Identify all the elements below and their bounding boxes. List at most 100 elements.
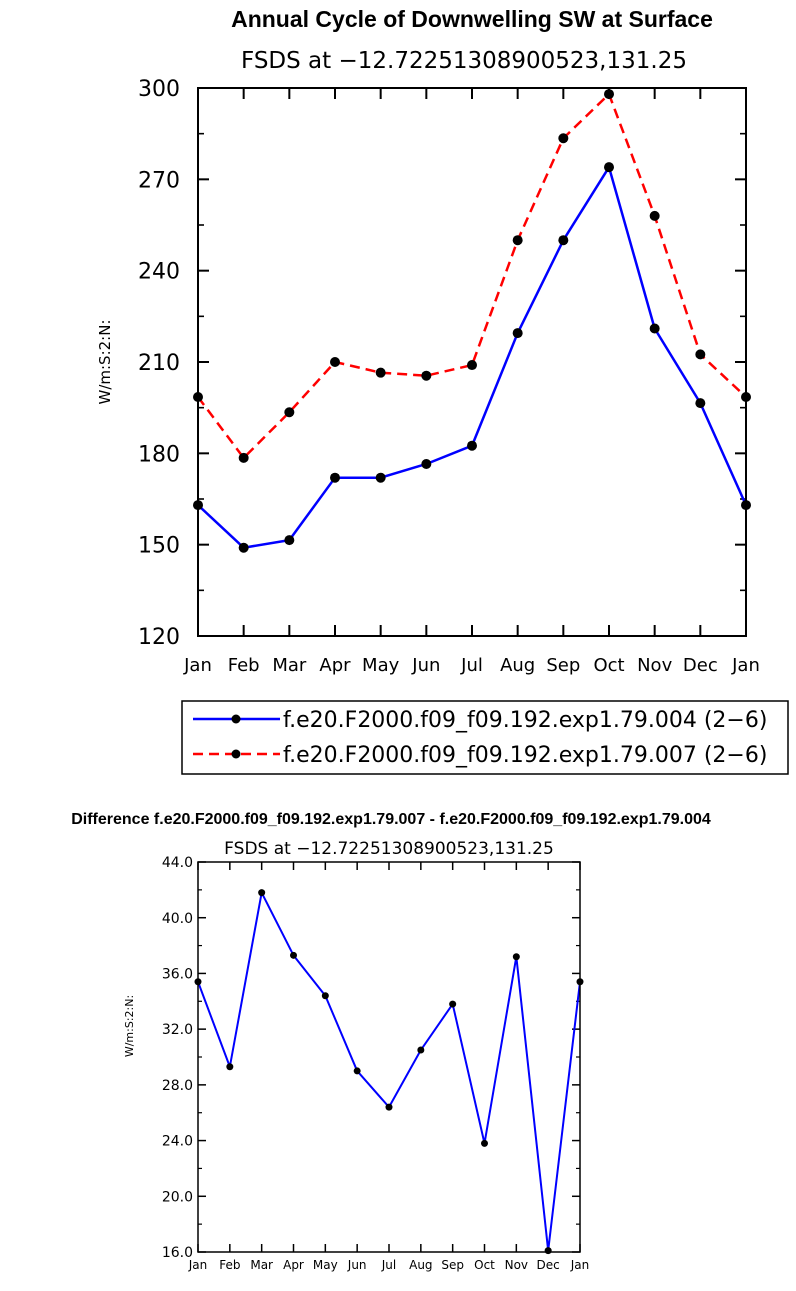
- legend-label-red: f.e20.F2000.f09_f09.192.exp1.79.007 (2−6…: [283, 743, 767, 768]
- chart1-x-tick-label: Apr: [319, 655, 351, 676]
- chart1-series-1-point: [695, 398, 706, 409]
- chart1-ylabel: W/m:S:2:N:: [96, 320, 114, 405]
- chart2-series-1-point: [544, 1247, 552, 1255]
- chart1-x-tick-label: Feb: [228, 655, 260, 676]
- chart1-series-1-point: [421, 458, 432, 469]
- chart1-series-2-point: [558, 133, 569, 144]
- chart2-x-tick-label: Jul: [381, 1258, 396, 1272]
- chart1-series-2-point: [421, 370, 432, 381]
- chart2-x-tick-label: Sep: [441, 1258, 464, 1272]
- chart2-series-1-point: [290, 951, 297, 959]
- chart1-x-tick-label: Nov: [637, 655, 672, 676]
- chart2-x-tick-label: Oct: [474, 1258, 495, 1272]
- chart1-series-1-point: [375, 472, 386, 483]
- chart2-y-tick-label: 44.0: [162, 855, 193, 871]
- chart2-x-tick-label: Jan: [188, 1258, 208, 1272]
- chart2-x-tick-label: Nov: [505, 1258, 528, 1272]
- chart1-x-tick-label: Jan: [731, 655, 760, 676]
- chart1-series-1-point: [284, 535, 295, 546]
- chart1-x-tick-label: Jan: [183, 655, 212, 676]
- chart1-legend: f.e20.F2000.f09_f09.192.exp1.79.004 (2−6…: [181, 700, 789, 775]
- chart1-y-tick-label: 120: [138, 625, 180, 650]
- chart-annual-cycle: Annual Cycle of Downwelling SW at Surfac…: [96, 6, 760, 676]
- chart1-series-2-line: [197, 92, 747, 460]
- chart2-series-1-point: [449, 1000, 457, 1008]
- chart2-y-tick-labels: 16.0 20.0 24.0 28.0 32.0 36.0 40.0 44.0: [162, 855, 193, 1261]
- chart-difference: Difference f.e20.F2000.f09_f09.192.exp1.…: [71, 811, 711, 1272]
- chart1-plot-frame: [197, 87, 747, 637]
- chart1-series-2-point: [467, 360, 477, 371]
- chart1-x-tick-label: Mar: [272, 655, 307, 676]
- chart1-x-tick-label: Oct: [593, 655, 624, 676]
- chart2-y-tick-label: 40.0: [162, 911, 193, 927]
- chart2-series-1-point: [321, 992, 329, 1000]
- chart2-y-tick-label: 24.0: [162, 1134, 193, 1150]
- legend-marker-red: [231, 749, 241, 759]
- chart1-y-tick-label: 150: [138, 534, 180, 559]
- chart1-x-tick-label: May: [362, 655, 400, 676]
- chart2-y-tick-label: 28.0: [162, 1078, 193, 1094]
- chart1-series-1-point: [512, 328, 523, 339]
- chart2-series-1-point: [512, 953, 520, 961]
- chart1-x-tick-label: Dec: [683, 655, 718, 676]
- chart1-series-2-point: [330, 357, 340, 367]
- chart2-x-tick-label: Mar: [250, 1258, 273, 1272]
- chart2-series: [194, 889, 584, 1255]
- chart1-series-2-point: [695, 349, 706, 360]
- chart2-x-tick-labels: Jan Feb Mar Apr May Jun Jul Aug Sep Oct Nov Dec Jan: [188, 1258, 590, 1272]
- legend-label-blue: f.e20.F2000.f09_f09.192.exp1.79.004 (2−6…: [283, 708, 767, 733]
- chart1-x-tick-label: Sep: [546, 655, 580, 676]
- chart1-y-tick-labels: 120 150 180 210 240 270 300: [138, 77, 180, 650]
- chart2-subtitle: FSDS at −12.72251308900523,131.25: [224, 839, 554, 859]
- chart2-series-1-point: [258, 889, 266, 897]
- chart2-series-1-point: [385, 1103, 393, 1111]
- chart1-title: Annual Cycle of Downwelling SW at Surfac…: [231, 6, 713, 32]
- chart1-series-1-point: [604, 162, 614, 173]
- legend-box: [181, 700, 789, 775]
- chart2-y-tick-label: 32.0: [162, 1022, 193, 1038]
- chart2-x-tick-label: May: [313, 1258, 338, 1272]
- chart2-ticks: [197, 861, 581, 1253]
- chart2-y-tick-label: 36.0: [162, 966, 193, 982]
- chart2-series-1-point: [226, 1063, 234, 1071]
- chart1-y-tick-label: 300: [138, 77, 180, 102]
- chart2-x-tick-label: Jan: [570, 1258, 590, 1272]
- chart2-series-1-point: [353, 1067, 361, 1075]
- chart2-plot-frame: [197, 861, 581, 1253]
- chart1-series-2-point: [604, 89, 614, 100]
- chart2-series-1-line: [197, 891, 581, 1252]
- chart2-ylabel: W/m:S:2:N:: [123, 995, 136, 1057]
- chart1-y-tick-label: 240: [138, 260, 180, 285]
- legend-entry-red: f.e20.F2000.f09_f09.192.exp1.79.007 (2−6…: [193, 743, 767, 768]
- chart2-title: Difference f.e20.F2000.f09_f09.192.exp1.…: [71, 811, 711, 828]
- chart2-x-tick-label: Apr: [283, 1258, 304, 1272]
- chart1-series-2-point: [238, 452, 249, 463]
- chart1-series-1-point: [467, 440, 477, 451]
- chart1-series-2-point: [512, 235, 523, 246]
- chart2-y-tick-label: 16.0: [162, 1245, 193, 1261]
- chart1-series-2-point: [649, 210, 660, 221]
- legend-marker-blue: [231, 714, 241, 724]
- chart1-series-2-point: [284, 407, 295, 418]
- chart1-x-tick-labels: Jan Feb Mar Apr May Jun Jul Aug Sep Oct Nov Dec Jan: [183, 655, 760, 676]
- chart1-series: [193, 89, 751, 553]
- chart1-series-2-point: [375, 367, 386, 378]
- chart1-x-tick-label: Jul: [460, 655, 483, 676]
- chart1-x-tick-label: Jun: [411, 655, 440, 676]
- chart2-y-tick-label: 20.0: [162, 1189, 193, 1205]
- chart1-series-1-line: [197, 165, 748, 549]
- chart2-series-1-point: [481, 1139, 488, 1147]
- chart2-x-tick-label: Jun: [347, 1258, 367, 1272]
- chart2-x-tick-label: Aug: [409, 1258, 432, 1272]
- chart1-series-1-point: [238, 542, 249, 553]
- chart1-series-1-point: [330, 472, 340, 483]
- chart1-x-tick-label: Aug: [500, 655, 535, 676]
- chart1-y-tick-label: 270: [138, 168, 180, 193]
- chart1-y-tick-label: 210: [138, 351, 180, 376]
- chart1-subtitle: FSDS at −12.72251308900523,131.25: [241, 48, 687, 74]
- chart1-series-1-point: [558, 235, 569, 246]
- chart1-y-tick-label: 180: [138, 442, 180, 467]
- chart2-x-tick-label: Feb: [219, 1258, 240, 1272]
- chart2-series-1-point: [417, 1046, 425, 1054]
